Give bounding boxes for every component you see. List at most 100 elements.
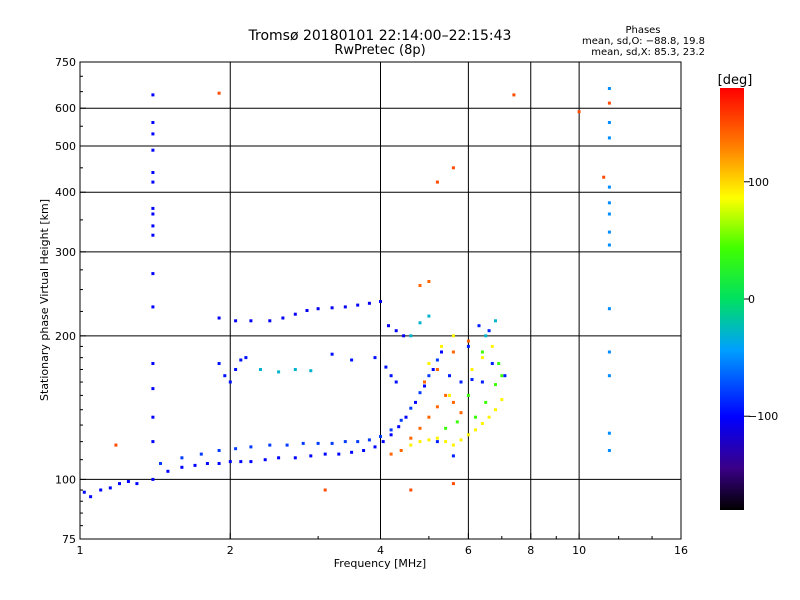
- y-tick-label: 100: [55, 473, 76, 486]
- data-point: [444, 393, 448, 397]
- data-point: [234, 319, 238, 323]
- x-axis-label: Frequency [MHz]: [334, 557, 426, 570]
- data-point: [451, 454, 455, 458]
- data-point: [151, 477, 155, 481]
- data-point: [448, 374, 451, 378]
- data-point: [427, 280, 431, 283]
- data-point: [607, 449, 611, 452]
- data-point: [480, 356, 484, 360]
- data-point: [427, 314, 431, 318]
- data-point: [484, 334, 488, 338]
- data-point: [399, 418, 403, 422]
- x-tick-label: 16: [674, 544, 688, 557]
- data-point: [607, 350, 611, 354]
- stats-o-line: mean, sd,O: −88.8, 19.8: [582, 36, 705, 47]
- colorbar-tick-label: 100: [748, 176, 769, 189]
- data-point: [607, 431, 611, 435]
- data-point: [459, 438, 463, 442]
- data-point: [466, 339, 470, 343]
- data-point: [435, 180, 439, 184]
- data-point: [487, 415, 491, 419]
- data-point: [381, 440, 385, 444]
- data-point: [466, 433, 470, 437]
- data-point: [151, 415, 155, 419]
- data-point: [126, 480, 130, 483]
- data-point: [435, 358, 439, 362]
- data-point: [199, 452, 203, 456]
- data-point: [418, 284, 422, 287]
- data-point: [466, 344, 470, 348]
- data-point: [484, 400, 488, 404]
- data-point: [402, 334, 406, 338]
- data-point: [423, 384, 426, 388]
- data-point: [607, 212, 611, 216]
- stats-x-line: mean, sd,X: 85.3, 23.2: [591, 47, 705, 58]
- data-point: [440, 350, 443, 354]
- data-point: [503, 374, 507, 378]
- data-point: [217, 316, 221, 320]
- data-point: [448, 393, 451, 397]
- data-point: [466, 393, 470, 397]
- data-point: [309, 369, 313, 373]
- y-tick-label: 500: [55, 140, 76, 153]
- data-point: [500, 374, 504, 378]
- data-point: [316, 441, 320, 445]
- data-point: [293, 368, 297, 371]
- data-point: [435, 436, 439, 440]
- data-point: [490, 362, 494, 365]
- colorbar-tick-label: −100: [748, 410, 778, 423]
- x-tick-label: 6: [465, 544, 472, 557]
- data-point: [387, 324, 390, 328]
- data-point: [323, 452, 327, 456]
- data-point: [427, 438, 431, 442]
- data-point: [477, 324, 481, 328]
- data-point: [379, 435, 382, 438]
- data-point: [494, 383, 497, 387]
- data-point: [118, 482, 121, 486]
- data-point: [343, 305, 347, 309]
- data-point: [151, 121, 155, 124]
- data-point: [244, 356, 248, 360]
- data-point: [217, 462, 221, 465]
- data-point: [151, 180, 155, 184]
- data-point: [293, 312, 297, 316]
- colorbar-ticks: 100 0 −100: [744, 176, 778, 423]
- data-point: [223, 374, 227, 378]
- data-point: [259, 368, 262, 371]
- data-point: [356, 303, 360, 307]
- data-point: [418, 440, 422, 444]
- data-point: [285, 443, 289, 447]
- data-point: [263, 458, 267, 462]
- data-point: [350, 450, 354, 454]
- data-point: [193, 463, 197, 467]
- data-point: [399, 449, 403, 452]
- data-point: [607, 185, 611, 189]
- data-point: [512, 93, 516, 97]
- x-tick-label: 4: [377, 544, 384, 557]
- data-point: [330, 306, 334, 310]
- data-point: [409, 436, 413, 440]
- data-point: [367, 438, 371, 442]
- data-point: [470, 378, 474, 381]
- data-point: [108, 486, 112, 490]
- data-point: [151, 206, 155, 210]
- data-point: [389, 452, 393, 456]
- y-axis-label: Stationary phase Virtual Height [km]: [38, 199, 51, 401]
- data-point: [362, 449, 366, 452]
- data-point: [427, 362, 431, 365]
- y-tick-label: 75: [62, 533, 76, 546]
- data-point: [343, 440, 347, 444]
- data-point: [249, 460, 253, 464]
- data-point: [367, 301, 371, 305]
- data-point: [607, 307, 611, 311]
- data-point: [455, 420, 459, 424]
- data-point: [330, 441, 334, 445]
- data-point: [414, 400, 417, 404]
- data-point: [151, 233, 155, 237]
- data-point: [82, 490, 86, 494]
- data-point: [305, 309, 309, 312]
- data-point: [451, 443, 455, 447]
- data-point: [228, 380, 232, 384]
- data-point: [607, 230, 611, 234]
